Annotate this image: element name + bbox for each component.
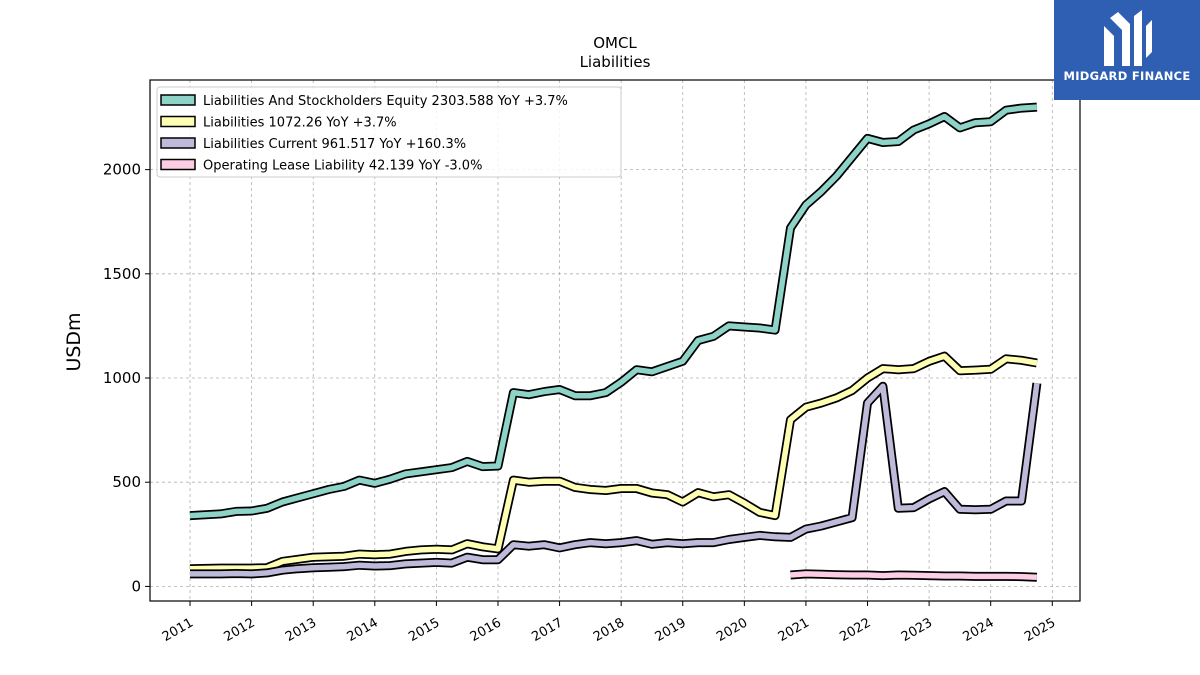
plot-frame	[149, 79, 1081, 602]
x-tick-label: 2015	[406, 615, 442, 645]
x-tick-label: 2024	[961, 615, 997, 645]
chart-subtitle: Liabilities	[580, 53, 651, 71]
legend-swatch	[160, 158, 196, 171]
series-line	[190, 382, 1040, 577]
legend-label: Liabilities 1072.26 YoY +3.7%	[203, 116, 397, 131]
legend-swatch	[160, 137, 196, 149]
y-tick-label: 500	[112, 473, 141, 491]
x-tick-label: 2023	[899, 615, 935, 645]
x-tick-label: 2012	[221, 615, 257, 645]
x-tick-label: 2016	[468, 615, 504, 645]
x-tick-label: 2018	[591, 615, 627, 645]
x-tick-label: 2025	[1022, 615, 1058, 645]
x-tick-label: 2017	[529, 615, 565, 645]
legend-swatch	[160, 94, 196, 106]
y-tick-label: 1000	[103, 369, 141, 387]
legend-box	[156, 86, 622, 178]
chart-title: OMCL	[593, 34, 637, 52]
legend-swatch	[160, 115, 196, 128]
x-tick-label: 2014	[345, 615, 381, 645]
series-line	[189, 353, 1038, 572]
brand-logo: MIDGARD FINANCE	[1054, 0, 1200, 100]
y-tick-label: 1500	[103, 265, 141, 283]
x-tick-label: 2013	[283, 615, 319, 645]
legend-label: Operating Lease Liability 42.139 YoY -3.…	[203, 159, 482, 174]
legend-label: Liabilities Current 961.517 YoY +160.3%	[203, 137, 466, 152]
y-tick-label: 0	[131, 577, 141, 595]
series-line	[189, 104, 1038, 519]
brand-name: MIDGARD FINANCE	[1063, 69, 1191, 83]
y-axis-label: USDm	[63, 312, 85, 371]
y-tick-label: 2000	[103, 161, 141, 179]
x-tick-label: 2022	[837, 615, 873, 645]
series-line	[790, 571, 1038, 580]
x-tick-label: 2019	[653, 615, 689, 645]
midgard-logo-icon	[1104, 10, 1152, 66]
x-tick-label: 2021	[776, 615, 812, 645]
series-layer	[189, 102, 1042, 582]
x-tick-label: 2020	[714, 615, 750, 645]
x-tick-label: 2011	[160, 615, 196, 645]
legend-label: Liabilities And Stockholders Equity 2303…	[203, 94, 568, 109]
legend: Liabilities And Stockholders Equity 2303…	[156, 86, 622, 178]
